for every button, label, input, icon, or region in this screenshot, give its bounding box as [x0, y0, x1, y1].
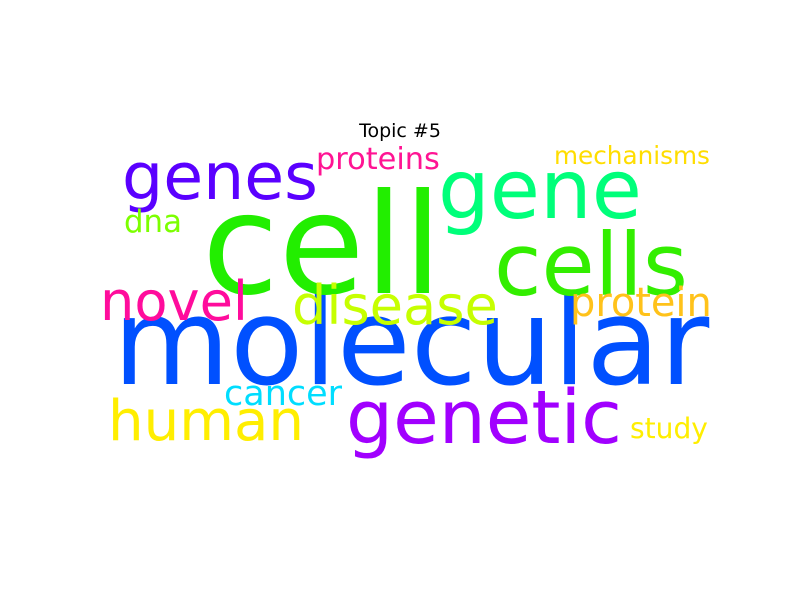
- cloud-word: genes: [122, 139, 318, 215]
- cloud-word: dna: [124, 204, 182, 240]
- cloud-word: cancer: [224, 373, 343, 414]
- cloud-word: novel: [100, 269, 248, 333]
- cloud-word: study: [630, 412, 708, 446]
- cloud-word: proteins: [316, 142, 440, 177]
- cloud-word: molecular: [113, 274, 710, 414]
- cloud-word: disease: [292, 273, 498, 337]
- cloud-word: gene: [438, 142, 642, 238]
- figure-title: Topic #5: [359, 120, 441, 142]
- cloud-word: cell: [202, 164, 443, 327]
- cloud-word: cells: [494, 216, 688, 317]
- cloud-word: human: [108, 389, 304, 455]
- cloud-word: genetic: [346, 374, 622, 461]
- cloud-word: protein: [570, 280, 712, 327]
- cloud-word: mechanisms: [554, 140, 710, 170]
